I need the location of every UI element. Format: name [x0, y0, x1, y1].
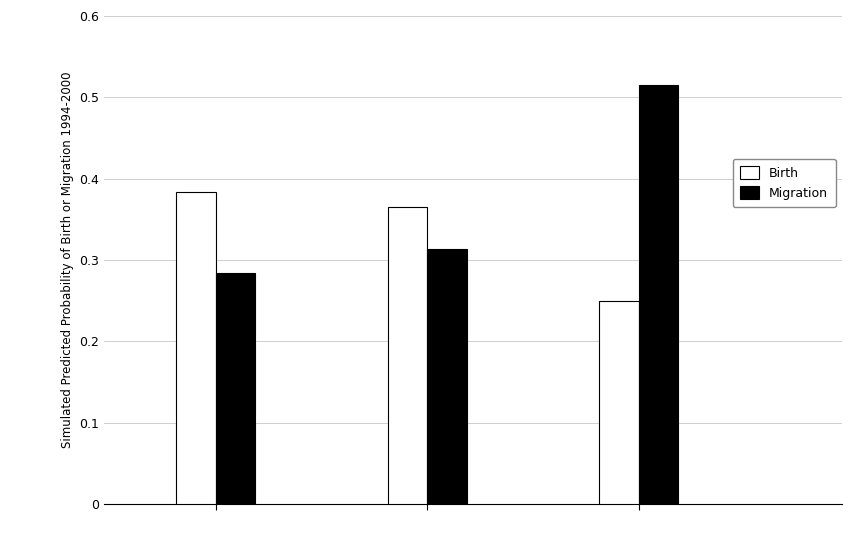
Legend: Birth, Migration: Birth, Migration	[733, 159, 836, 207]
Bar	[388, 207, 427, 504]
Bar	[427, 249, 467, 504]
Bar	[599, 301, 639, 504]
Bar	[215, 273, 255, 504]
Y-axis label: Simulated Predicted Probability of Birth or Migration 1994-2000: Simulated Predicted Probability of Birth…	[61, 72, 74, 448]
Bar	[176, 192, 215, 504]
Bar	[639, 85, 678, 504]
